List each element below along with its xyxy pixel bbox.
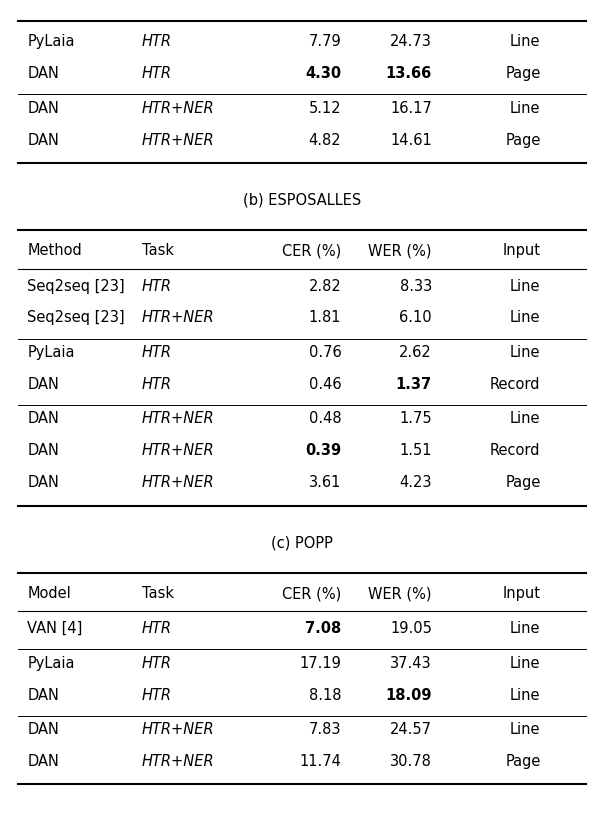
Text: DAN: DAN	[27, 101, 59, 116]
Text: 7.79: 7.79	[309, 34, 341, 50]
Text: HTR: HTR	[142, 687, 172, 702]
Text: Record: Record	[490, 377, 541, 391]
Text: DAN: DAN	[27, 444, 59, 458]
Text: 5.12: 5.12	[309, 101, 341, 116]
Text: Task: Task	[142, 586, 174, 601]
Text: 0.48: 0.48	[309, 412, 341, 426]
Text: PyLaia: PyLaia	[27, 345, 75, 360]
Text: Method: Method	[27, 244, 82, 259]
Text: CER (%): CER (%)	[282, 244, 341, 259]
Text: CER (%): CER (%)	[282, 586, 341, 601]
Text: WER (%): WER (%)	[368, 244, 432, 259]
Text: WER (%): WER (%)	[368, 586, 432, 601]
Text: HTR: HTR	[142, 345, 172, 360]
Text: Line: Line	[510, 722, 541, 737]
Text: Line: Line	[510, 687, 541, 702]
Text: Line: Line	[510, 345, 541, 360]
Text: HTR: HTR	[142, 279, 172, 293]
Text: 1.81: 1.81	[309, 311, 341, 325]
Text: DAN: DAN	[27, 66, 59, 81]
Text: Record: Record	[490, 444, 541, 458]
Text: HTR+NER: HTR+NER	[142, 475, 214, 490]
Text: DAN: DAN	[27, 687, 59, 702]
Text: 19.05: 19.05	[390, 621, 432, 636]
Text: (c) POPP: (c) POPP	[271, 535, 333, 550]
Text: Input: Input	[503, 586, 541, 601]
Text: 37.43: 37.43	[390, 655, 432, 670]
Text: 1.37: 1.37	[396, 377, 432, 391]
Text: HTR+NER: HTR+NER	[142, 311, 214, 325]
Text: HTR+NER: HTR+NER	[142, 133, 214, 148]
Text: 8.18: 8.18	[309, 687, 341, 702]
Text: Page: Page	[505, 66, 541, 81]
Text: HTR: HTR	[142, 34, 172, 50]
Text: 13.66: 13.66	[385, 66, 432, 81]
Text: HTR+NER: HTR+NER	[142, 101, 214, 116]
Text: Page: Page	[505, 753, 541, 769]
Text: HTR+NER: HTR+NER	[142, 722, 214, 737]
Text: 4.23: 4.23	[399, 475, 432, 490]
Text: Page: Page	[505, 133, 541, 148]
Text: 7.08: 7.08	[305, 621, 341, 636]
Text: PyLaia: PyLaia	[27, 655, 75, 670]
Text: Model: Model	[27, 586, 71, 601]
Text: 14.61: 14.61	[390, 133, 432, 148]
Text: DAN: DAN	[27, 475, 59, 490]
Text: 24.57: 24.57	[390, 722, 432, 737]
Text: HTR+NER: HTR+NER	[142, 412, 214, 426]
Text: Line: Line	[510, 34, 541, 50]
Text: (b) ESPOSALLES: (b) ESPOSALLES	[243, 192, 361, 207]
Text: DAN: DAN	[27, 133, 59, 148]
Text: 17.19: 17.19	[300, 655, 341, 670]
Text: HTR: HTR	[142, 655, 172, 670]
Text: HTR: HTR	[142, 621, 172, 636]
Text: 4.82: 4.82	[309, 133, 341, 148]
Text: 0.39: 0.39	[305, 444, 341, 458]
Text: HTR+NER: HTR+NER	[142, 444, 214, 458]
Text: Seq2seq [23]: Seq2seq [23]	[27, 311, 125, 325]
Text: 2.62: 2.62	[399, 345, 432, 360]
Text: 11.74: 11.74	[300, 753, 341, 769]
Text: DAN: DAN	[27, 722, 59, 737]
Text: 18.09: 18.09	[385, 687, 432, 702]
Text: 2.82: 2.82	[309, 279, 341, 293]
Text: 3.61: 3.61	[309, 475, 341, 490]
Text: DAN: DAN	[27, 377, 59, 391]
Text: Line: Line	[510, 621, 541, 636]
Text: Seq2seq [23]: Seq2seq [23]	[27, 279, 125, 293]
Text: 7.83: 7.83	[309, 722, 341, 737]
Text: Line: Line	[510, 412, 541, 426]
Text: HTR: HTR	[142, 377, 172, 391]
Text: 8.33: 8.33	[400, 279, 432, 293]
Text: 0.46: 0.46	[309, 377, 341, 391]
Text: 0.76: 0.76	[309, 345, 341, 360]
Text: Input: Input	[503, 244, 541, 259]
Text: HTR+NER: HTR+NER	[142, 753, 214, 769]
Text: PyLaia: PyLaia	[27, 34, 75, 50]
Text: Line: Line	[510, 101, 541, 116]
Text: DAN: DAN	[27, 753, 59, 769]
Text: 30.78: 30.78	[390, 753, 432, 769]
Text: Line: Line	[510, 279, 541, 293]
Text: Task: Task	[142, 244, 174, 259]
Text: 16.17: 16.17	[390, 101, 432, 116]
Text: 1.51: 1.51	[399, 444, 432, 458]
Text: Page: Page	[505, 475, 541, 490]
Text: 6.10: 6.10	[399, 311, 432, 325]
Text: 24.73: 24.73	[390, 34, 432, 50]
Text: 1.75: 1.75	[399, 412, 432, 426]
Text: Line: Line	[510, 655, 541, 670]
Text: 4.30: 4.30	[305, 66, 341, 81]
Text: VAN [4]: VAN [4]	[27, 621, 83, 636]
Text: DAN: DAN	[27, 412, 59, 426]
Text: HTR: HTR	[142, 66, 172, 81]
Text: Line: Line	[510, 311, 541, 325]
